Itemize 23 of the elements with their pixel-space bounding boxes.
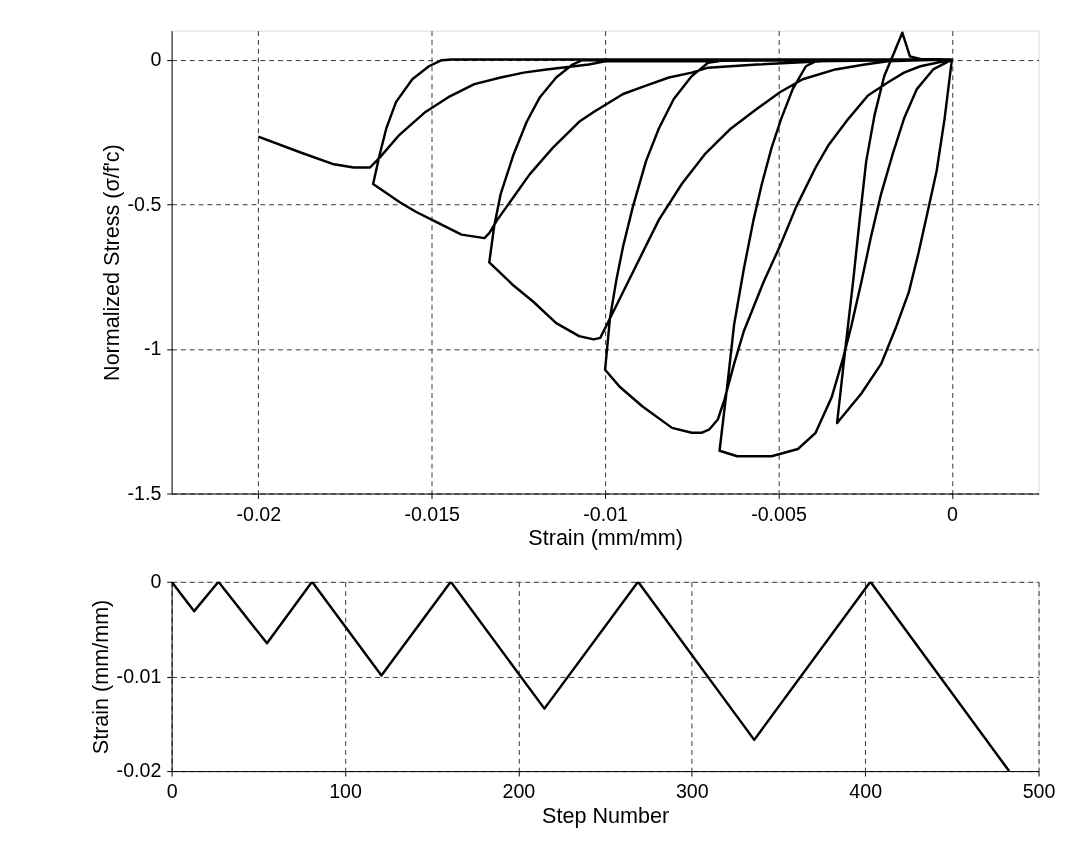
line-series <box>257 31 954 458</box>
y-tick-label: 0 <box>150 570 162 593</box>
y-tick-label: -0.02 <box>116 759 162 782</box>
y-tick-label: -0.01 <box>116 664 162 687</box>
y-axis-title: Strain (mm/mm) <box>87 599 113 755</box>
y-tick-label: 0 <box>150 47 162 70</box>
x-tick-label: 500 <box>1022 780 1056 803</box>
x-tick-label: 200 <box>502 780 536 803</box>
x-tick-label: -0.02 <box>236 502 282 525</box>
x-axis-title: Step Number <box>542 802 670 828</box>
y-tick-label: -1.5 <box>127 481 162 504</box>
x-tick-label: -0.015 <box>404 502 461 525</box>
x-tick-label: -0.01 <box>583 502 628 525</box>
y-tick-label: -0.5 <box>127 192 162 215</box>
y-tick-label: -1 <box>143 337 162 360</box>
x-tick-label: -0.005 <box>751 502 807 525</box>
x-axis-title: Strain (mm/mm) <box>528 525 683 551</box>
x-tick-label: 0 <box>946 502 958 525</box>
x-tick-label: 0 <box>166 780 178 803</box>
y-axis-title: Normalized Stress (σ/f'c) <box>98 144 124 381</box>
x-tick-label: 300 <box>675 780 709 803</box>
x-tick-label: 400 <box>849 780 883 803</box>
x-tick-label: 100 <box>329 780 362 803</box>
